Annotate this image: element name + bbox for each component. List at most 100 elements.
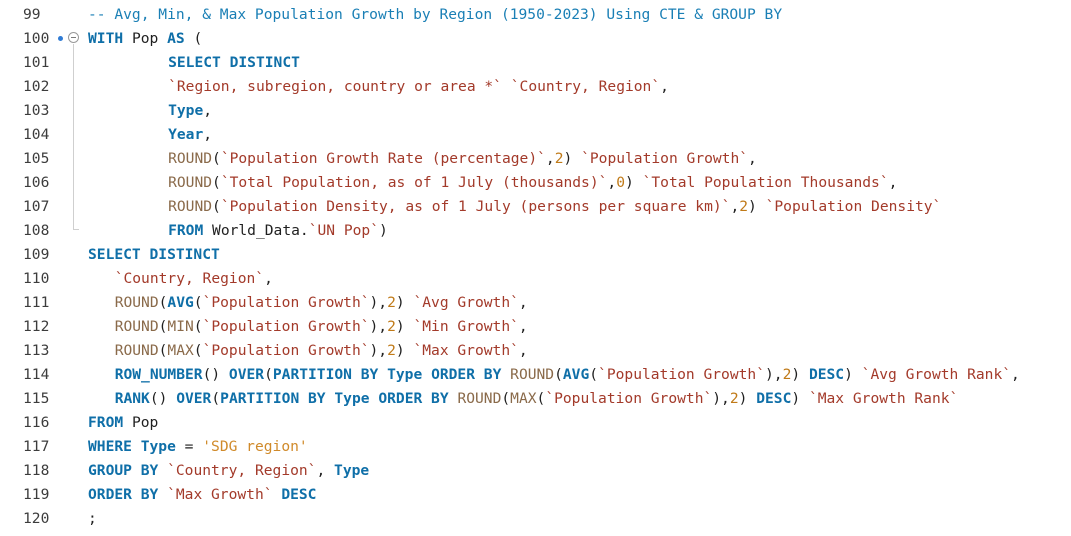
code-line[interactable]: 111 ROUND(AVG(`Population Growth`),2) `Av… bbox=[0, 291, 1071, 315]
code-token: 2 bbox=[782, 366, 792, 383]
code-token: , bbox=[748, 150, 757, 167]
code-text: FROM World_Data.`UN Pop`) bbox=[168, 219, 388, 243]
code-text: ROUND(MAX(`Population Growth`),2) `Max G… bbox=[115, 339, 528, 363]
code-line[interactable]: 112 ROUND(MIN(`Population Growth`),2) `Mi… bbox=[0, 315, 1071, 339]
code-token: `Population Growth` bbox=[598, 366, 765, 383]
code-token: 0 bbox=[616, 174, 626, 191]
code-token: WITH bbox=[88, 30, 124, 47]
code-token: ( bbox=[193, 294, 203, 311]
code-text: ROUND(`Population Density, as of 1 July … bbox=[168, 195, 941, 219]
code-token: Type bbox=[334, 390, 370, 407]
code-line[interactable]: 109 SELECT DISTINCT bbox=[0, 243, 1071, 267]
code-token: ( bbox=[158, 318, 168, 335]
line-number: 101 bbox=[23, 54, 50, 71]
code-line[interactable]: 106 ROUND(`Total Population, as of 1 July… bbox=[0, 171, 1071, 195]
code-token: ( bbox=[211, 390, 221, 407]
code-text: ROUND(AVG(`Population Growth`),2) `Avg G… bbox=[115, 291, 528, 315]
code-token: , bbox=[264, 270, 273, 287]
line-number: 102 bbox=[23, 78, 50, 95]
code-token: FROM bbox=[88, 414, 124, 431]
line-number: 112 bbox=[23, 318, 50, 335]
code-line[interactable]: 116 FROM Pop bbox=[0, 411, 1071, 435]
code-token: ROW_NUMBER bbox=[114, 366, 203, 383]
code-line[interactable]: 120; bbox=[0, 507, 1071, 531]
code-text: ROW_NUMBER() OVER(PARTITION BY Type ORDE… bbox=[115, 363, 1020, 387]
code-token: 2 bbox=[554, 150, 564, 167]
code-text: `Country, Region`, bbox=[115, 267, 273, 291]
code-token bbox=[132, 438, 141, 455]
code-text: SELECT DISTINCT bbox=[168, 51, 300, 75]
code-token: ), bbox=[712, 390, 730, 407]
code-token: WHERE bbox=[88, 438, 132, 455]
code-line[interactable]: 113 ROUND(MAX(`Population Growth`),2) `Ma… bbox=[0, 339, 1071, 363]
code-line[interactable]: 99 -- Avg, Min, & Max Population Growth b… bbox=[0, 3, 1071, 27]
code-token: 2 bbox=[739, 198, 749, 215]
line-number: 110 bbox=[23, 270, 50, 287]
code-line[interactable]: 119 ORDER BY `Max Growth` DESC bbox=[0, 483, 1071, 507]
code-token: DESC bbox=[756, 390, 792, 407]
code-token: ) bbox=[378, 222, 388, 239]
code-token bbox=[378, 366, 387, 383]
code-line[interactable]: 108 FROM World_Data.`UN Pop`) bbox=[0, 219, 1071, 243]
code-token: ORDER BY bbox=[88, 486, 159, 503]
code-text: ROUND(`Total Population, as of 1 July (t… bbox=[168, 171, 897, 195]
code-token: AVG bbox=[167, 294, 194, 311]
code-token: -- Avg, Min, & Max Population Growth by … bbox=[88, 6, 783, 23]
code-line[interactable]: 100 WITH Pop AS ( bbox=[0, 27, 1071, 51]
code-text: GROUP BY `Country, Region`, Type bbox=[88, 459, 369, 483]
line-number: 100 bbox=[23, 30, 50, 47]
code-token: ROUND bbox=[457, 390, 502, 407]
line-number: 116 bbox=[23, 414, 50, 431]
code-line[interactable]: 103 Type, bbox=[0, 99, 1071, 123]
code-token: ) bbox=[395, 342, 414, 359]
code-token: ( bbox=[212, 198, 221, 215]
line-number: 120 bbox=[23, 510, 50, 527]
code-token: ) bbox=[791, 366, 809, 383]
code-token: Type bbox=[334, 462, 370, 479]
breakpoint-dot-icon[interactable] bbox=[58, 36, 63, 41]
code-token: , bbox=[518, 342, 528, 359]
code-token: ) bbox=[625, 174, 643, 191]
code-token: GROUP BY bbox=[88, 462, 159, 479]
code-token: , bbox=[1011, 366, 1020, 383]
code-token: OVER bbox=[228, 366, 265, 383]
line-number: 111 bbox=[23, 294, 50, 311]
code-token: AVG bbox=[562, 366, 590, 383]
code-line[interactable]: 115 RANK() OVER(PARTITION BY Type ORDER B… bbox=[0, 387, 1071, 411]
line-number: 108 bbox=[23, 222, 50, 239]
code-token: MAX bbox=[167, 342, 194, 359]
code-token: , bbox=[203, 126, 213, 143]
code-token: 2 bbox=[729, 390, 739, 407]
code-line[interactable]: 110 `Country, Region`, bbox=[0, 267, 1071, 291]
code-line[interactable]: 104 Year, bbox=[0, 123, 1071, 147]
fold-toggle-icon[interactable] bbox=[68, 32, 79, 43]
code-token: = bbox=[175, 438, 203, 455]
code-token: `UN Pop` bbox=[308, 222, 379, 239]
code-token: ( bbox=[212, 174, 221, 191]
code-token: `Population Growth` bbox=[202, 294, 370, 311]
code-token bbox=[158, 462, 167, 479]
code-line[interactable]: 107 ROUND(`Population Density, as of 1 Ju… bbox=[0, 195, 1071, 219]
code-text: Type, bbox=[168, 99, 212, 123]
line-number: 104 bbox=[23, 126, 50, 143]
code-token: Type bbox=[168, 102, 204, 119]
code-line[interactable]: 114 ROW_NUMBER() OVER(PARTITION BY Type O… bbox=[0, 363, 1071, 387]
code-token: ROUND bbox=[168, 174, 213, 191]
code-line[interactable]: 117 WHERE Type = 'SDG region' bbox=[0, 435, 1071, 459]
line-number: 106 bbox=[23, 174, 50, 191]
code-line[interactable]: 105 ROUND(`Population Growth Rate (percen… bbox=[0, 147, 1071, 171]
code-token: ) bbox=[791, 390, 809, 407]
code-token: `Total Population Thousands` bbox=[642, 174, 889, 191]
code-text: RANK() OVER(PARTITION BY Type ORDER BY R… bbox=[115, 387, 959, 411]
code-token: AS bbox=[167, 30, 185, 47]
code-token: , bbox=[607, 174, 617, 191]
code-token: FROM bbox=[168, 222, 204, 239]
code-token: `Avg Growth` bbox=[413, 294, 519, 311]
code-line[interactable]: 101 SELECT DISTINCT bbox=[0, 51, 1071, 75]
code-line[interactable]: 118 GROUP BY `Country, Region`, Type bbox=[0, 459, 1071, 483]
code-line[interactable]: 102 `Region, subregion, country or area *… bbox=[0, 75, 1071, 99]
code-token: `Country, Region` bbox=[510, 78, 661, 95]
code-token: DESC bbox=[808, 366, 845, 383]
code-token: ) bbox=[395, 294, 414, 311]
